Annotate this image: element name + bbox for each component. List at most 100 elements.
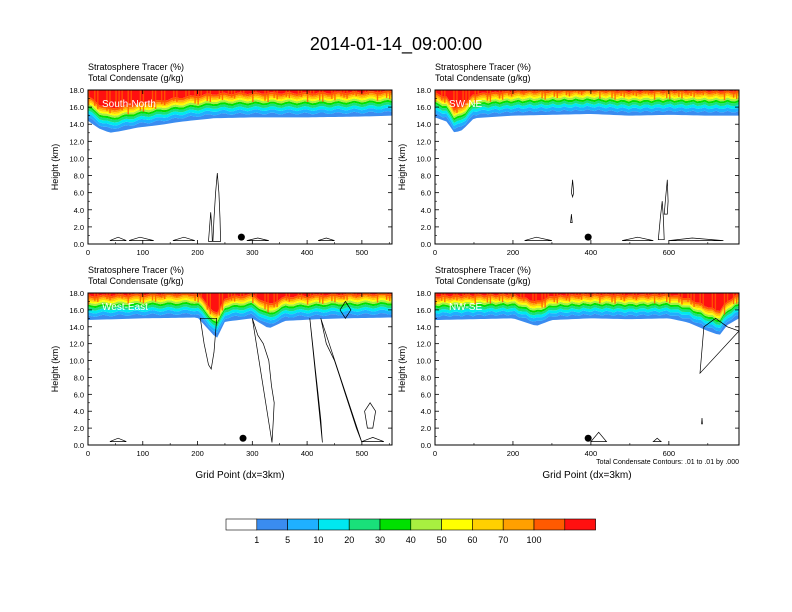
tracer-streak bbox=[732, 293, 735, 305]
tracer-streak bbox=[230, 90, 233, 98]
tracer-streak bbox=[160, 90, 163, 105]
tracer-streak bbox=[221, 90, 224, 101]
tracer-field bbox=[88, 293, 392, 443]
panel-upper-right: Stratosphere Tracer (%)Total Condensate … bbox=[397, 62, 740, 257]
colorbar: 1 5 10 20 30 40 50 60 70 100 bbox=[225, 518, 596, 545]
tracer-streak bbox=[635, 293, 638, 301]
tracer-band-7 bbox=[435, 298, 739, 319]
tracer-band-6 bbox=[435, 300, 739, 321]
tracer-field bbox=[88, 90, 392, 242]
tracer-streak bbox=[300, 90, 303, 97]
y-tick-label: 2.0 bbox=[421, 223, 431, 232]
condensate-contour bbox=[251, 318, 275, 443]
tracer-streak bbox=[507, 90, 510, 96]
tracer-streak bbox=[160, 293, 163, 298]
y-tick-label: 18.0 bbox=[69, 289, 84, 298]
tracer-streak bbox=[154, 293, 157, 302]
tracer-streak bbox=[176, 293, 178, 298]
tracer-streak bbox=[574, 90, 577, 93]
tracer-band-1 bbox=[435, 313, 739, 335]
tracer-streak bbox=[322, 293, 324, 304]
tracer-streak bbox=[647, 90, 650, 95]
tracer-streak bbox=[309, 293, 312, 297]
tracer-streak bbox=[130, 293, 132, 296]
x-tick-label: 0 bbox=[433, 449, 437, 458]
y-tick-label: 0.0 bbox=[74, 441, 84, 450]
tracer-streak bbox=[121, 293, 123, 299]
tracer-streak bbox=[176, 90, 178, 102]
tracer-streak bbox=[489, 90, 492, 102]
tracer-streak bbox=[690, 90, 692, 97]
tracer-streak bbox=[714, 90, 717, 94]
tracer-streak bbox=[209, 90, 211, 103]
tracer-streak bbox=[678, 293, 680, 303]
tracer-streak bbox=[151, 90, 154, 108]
tracer-streak bbox=[553, 293, 555, 303]
tracer-streak bbox=[376, 293, 379, 303]
tracer-streak bbox=[388, 293, 391, 302]
tracer-streak bbox=[577, 90, 580, 94]
section-label: SW-NE bbox=[449, 99, 482, 110]
tracer-streak bbox=[355, 293, 357, 298]
tracer-streak bbox=[602, 293, 604, 296]
tracer-streak bbox=[173, 293, 175, 297]
tracer-streak bbox=[532, 90, 534, 93]
tracer-streak bbox=[106, 90, 108, 111]
y-tick-label: 6.0 bbox=[74, 390, 84, 399]
x-tick-label: 600 bbox=[663, 248, 676, 257]
tracer-band-1 bbox=[88, 110, 392, 133]
tracer-streak bbox=[568, 90, 571, 97]
y-tick-label: 14.0 bbox=[69, 323, 84, 332]
colorbar-swatch bbox=[256, 518, 288, 531]
tracer-streak bbox=[312, 293, 315, 298]
tracer-streak bbox=[285, 293, 287, 301]
tracer-streak bbox=[164, 90, 166, 106]
tracer-streak bbox=[465, 90, 467, 106]
tracer-streak bbox=[699, 90, 701, 94]
tracer-streak bbox=[164, 293, 166, 300]
tracer-band-6 bbox=[435, 95, 739, 119]
tracer-band-10 bbox=[88, 90, 392, 111]
colorbar-swatch bbox=[379, 518, 412, 531]
tracer-band-5 bbox=[435, 98, 739, 121]
tracer-band-6 bbox=[88, 97, 392, 118]
tracer-streak bbox=[118, 293, 120, 298]
tracer-streak bbox=[653, 90, 656, 100]
tracer-streak bbox=[656, 293, 659, 296]
panels: Stratosphere Tracer (%)Total Condensate … bbox=[50, 62, 740, 481]
tracer-band-5 bbox=[88, 302, 392, 324]
tracer-streak bbox=[693, 293, 695, 308]
tracer-streak bbox=[252, 90, 254, 102]
tracer-streak bbox=[227, 90, 230, 97]
tracer-streak bbox=[364, 90, 367, 94]
tracer-streak bbox=[644, 293, 647, 298]
tracer-streak bbox=[130, 90, 132, 106]
tracer-streak bbox=[477, 293, 479, 297]
tracer-streak bbox=[465, 293, 467, 298]
panel-header-condensate: Total Condensate (g/kg) bbox=[88, 276, 184, 286]
x-tick-label: 400 bbox=[585, 248, 598, 257]
tracer-streak bbox=[343, 90, 345, 98]
tracer-streak bbox=[614, 90, 616, 100]
tracer-streak bbox=[489, 293, 492, 304]
y-tick-label: 16.0 bbox=[416, 103, 431, 112]
tracer-streak bbox=[501, 90, 504, 100]
y-tick-label: 10.0 bbox=[69, 357, 84, 366]
tracer-streak bbox=[340, 90, 342, 97]
contour-note: Total Condensate Contours: .01 to .01 by… bbox=[596, 459, 739, 466]
colorbar-swatch bbox=[564, 518, 596, 531]
panel-header-tracer: Stratosphere Tracer (%) bbox=[88, 265, 184, 275]
tracer-band-5 bbox=[88, 99, 392, 120]
panel-header-tracer: Stratosphere Tracer (%) bbox=[88, 62, 184, 72]
tracer-streak bbox=[352, 90, 354, 95]
tracer-streak bbox=[264, 293, 266, 310]
tracer-streak bbox=[687, 90, 689, 95]
tracer-streak bbox=[587, 293, 589, 296]
y-axis-label: Height (km) bbox=[50, 144, 60, 191]
tracer-streak bbox=[346, 90, 348, 99]
tracer-streak bbox=[240, 293, 242, 298]
tracer-streak bbox=[355, 90, 357, 97]
tracer-streak bbox=[544, 90, 546, 100]
panel-header-tracer: Stratosphere Tracer (%) bbox=[435, 62, 531, 72]
condensate-contour bbox=[701, 417, 703, 425]
